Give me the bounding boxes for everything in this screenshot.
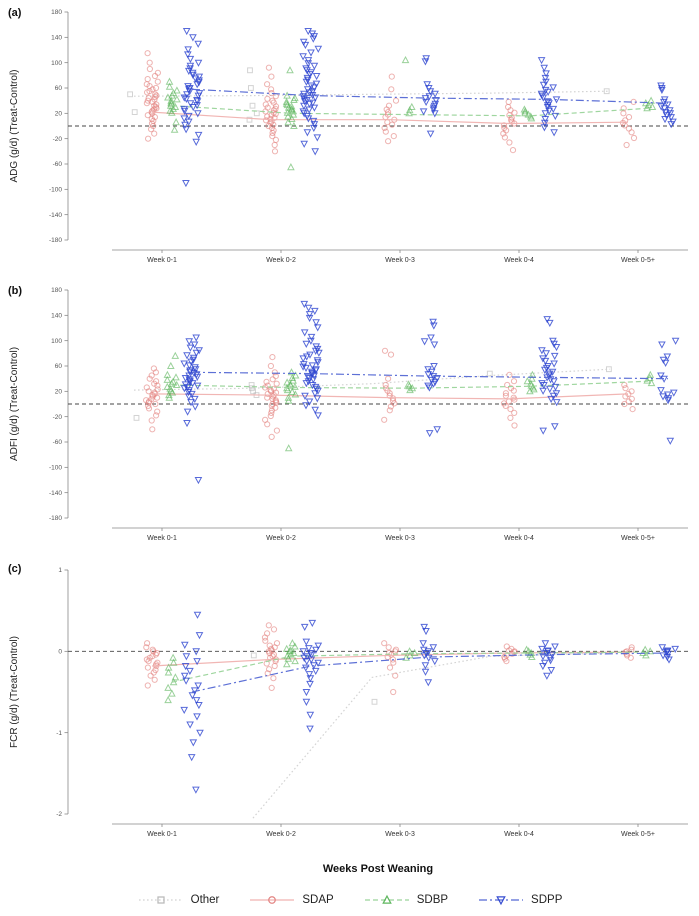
y-axis: 180 140 100 60 20 -20 -60 -100 -140 -180 [49,9,69,244]
sdbp-marker-icon [364,894,409,904]
x-tick-label: Week 0-1 [147,831,177,838]
x-tick-label: Week 0-4 [504,535,534,542]
y-tick-label: 140 [51,313,62,320]
y-tick-label: -60 [53,161,63,168]
y-tick-label: -100 [49,187,62,194]
series-sdap-points [143,622,635,696]
x-tick-label: Week 0-1 [147,535,177,542]
x-tick-label: Week 0-2 [266,535,296,542]
y-tick-label: -140 [49,212,62,219]
x-tick-label: Week 0-1 [147,257,177,264]
y-tick-label: -1 [56,730,62,737]
y-tick-label: 1 [58,567,62,574]
x-tick-label: Week 0-5+ [621,257,655,264]
y-tick-label: -180 [49,515,62,522]
y-tick-label: 180 [51,287,62,294]
y-axis: 180 140 100 60 20 -20 -60 -100 -140 -180 [49,287,69,522]
y-axis: 1 0 -1 -2 [56,567,69,818]
series-sdpp-points [180,611,680,794]
y-tick-label: -20 [53,136,63,143]
y-tick-label: 100 [51,60,62,67]
y-axis-label: ADFI (g/d) (Treat-Control) [9,347,20,461]
legend-item-sdpp: SDPP [478,893,562,907]
legend-label: SDPP [531,894,563,906]
series-sdbp-points [164,55,657,171]
y-tick-label: 100 [51,338,62,345]
sdap-marker-icon [250,896,295,904]
x-tick-label: Week 0-3 [385,257,415,264]
y-axis-label: ADG (g/d) (Treat-Control) [9,70,20,183]
trend-line-other [252,652,611,819]
y-axis-label: FCR (g/d) (Treat-Control) [9,636,20,748]
y-tick-label: 180 [51,9,62,16]
legend-label: Other [190,894,220,906]
series-sdpp-points [180,28,677,188]
y-tick-label: -100 [49,465,62,472]
y-tick-label: 60 [55,363,63,370]
trend-line-sdbp [171,651,649,683]
legend-item-other: Other [138,893,220,907]
x-tick-label: Week 0-5+ [621,535,655,542]
x-axis: Week 0-1 Week 0-2 Week 0-3 Week 0-4 Week 0-5… [112,823,688,838]
trend-line-other [133,368,611,391]
panel-b: 180 140 100 60 20 -20 -60 -100 -140 -180 Week 0-1 W… [0,278,699,556]
x-tick-label: Week 0-3 [385,831,415,838]
legend-label: SDBP [416,894,449,906]
trend-line-sdbp [171,380,649,389]
x-tick-label: Week 0-4 [504,257,534,264]
legend-item-sdap: SDAP [249,893,334,907]
x-tick-label: Week 0-2 [266,831,296,838]
x-tick-label: Week 0-4 [504,831,534,838]
x-tick-label: Week 0-5+ [621,831,655,838]
other-marker-icon [138,896,183,904]
x-axis-title: Weeks Post Weaning [322,863,434,875]
panel-a: 180 140 100 60 20 -20 -60 -100 -140 -180 Week 0-1 W… [0,0,699,278]
series-other-points [250,652,378,705]
legend: Other SDAP SDBP SDPP [40,884,660,916]
x-axis: Week 0-1 Week 0-2 Week 0-3 Week 0-4 Week 0-5… [112,527,688,542]
trend-line-sdpp [191,371,669,380]
legend-item-sdbp: SDBP [364,893,448,907]
panel-letter: (c) [8,563,22,575]
trend-line-sdpp [191,652,669,693]
panel-c: 1 0 -1 -2 Week 0-1 Week 0-2 Week 0-3 Week 0-4 We… [0,556,699,858]
series-sdbp-points [164,639,655,704]
y-tick-label: -180 [49,237,62,244]
x-tick-label: Week 0-2 [266,257,296,264]
y-tick-label: 60 [55,85,63,92]
x-axis: Week 0-1 Week 0-2 Week 0-3 Week 0-4 Week 0-5… [112,249,688,264]
y-tick-label: -140 [49,490,62,497]
y-tick-label: 140 [51,35,62,42]
series-sdap-points [143,50,638,155]
trend-line-other [133,90,611,97]
series-sdap-points [143,347,636,440]
legend-label: SDAP [302,894,334,906]
y-tick-label: 0 [58,649,62,656]
y-tick-label: -2 [56,811,62,818]
sdpp-marker-icon [479,896,524,906]
y-tick-label: -60 [53,439,63,446]
panel-letter: (b) [8,285,22,297]
trend-line-sdap [151,111,629,125]
x-tick-label: Week 0-3 [385,535,415,542]
y-tick-label: 20 [55,389,63,396]
y-tick-label: -20 [53,414,63,421]
y-tick-label: 20 [55,111,63,118]
series-other-points [127,67,610,123]
trend-line-sdpp [191,88,669,104]
series-sdbp-points [163,351,656,452]
panel-letter: (a) [8,7,22,19]
